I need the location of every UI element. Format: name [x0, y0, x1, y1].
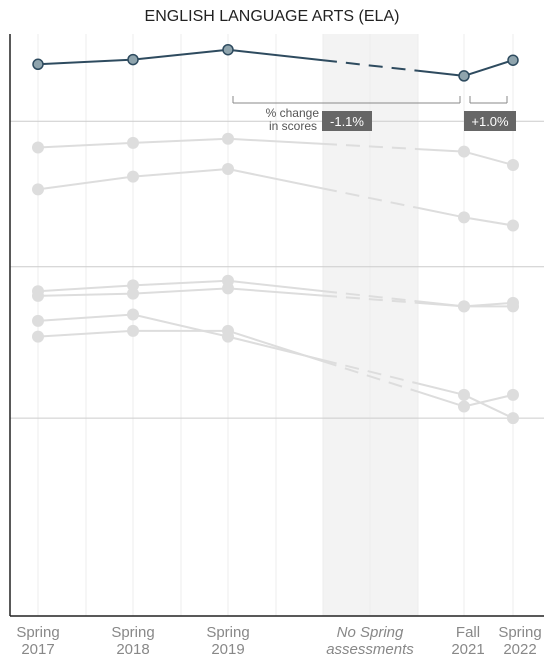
series-line	[463, 150, 514, 166]
data-point	[127, 136, 139, 149]
data-point	[458, 388, 470, 401]
data-point	[507, 158, 519, 171]
data-point	[222, 282, 234, 295]
data-point	[127, 170, 139, 183]
muted-series	[32, 282, 519, 313]
series-line	[417, 206, 465, 219]
x-tick-label: Spring	[206, 624, 249, 641]
data-point	[458, 70, 470, 82]
data-point	[127, 287, 139, 300]
series-line	[463, 59, 514, 77]
change-annotation-2019-2021: % change in scores -1.1%	[232, 96, 461, 133]
series-line	[417, 301, 465, 308]
data-point	[32, 183, 44, 196]
data-point	[507, 54, 519, 66]
muted-series	[32, 132, 519, 171]
highlight-series	[32, 43, 519, 82]
x-tick-label: Spring	[498, 624, 541, 641]
series-gap-dashed-line	[322, 187, 419, 209]
x-tick-label: 2022	[503, 641, 536, 658]
series-line	[227, 137, 324, 145]
series-gap-dashed-line	[322, 59, 419, 72]
x-tick-label: Spring	[16, 624, 59, 641]
data-point	[32, 141, 44, 154]
x-tick-label: Fall	[456, 624, 480, 641]
data-point	[458, 145, 470, 158]
data-point	[32, 58, 44, 71]
data-point	[507, 412, 519, 425]
change-badge-value: -1.1%	[330, 114, 364, 129]
annotation-label-line: in scores	[269, 119, 317, 133]
chart-title: ENGLISH LANGUAGE ARTS (ELA)	[145, 8, 400, 25]
data-point	[222, 132, 234, 145]
series-line	[417, 382, 465, 396]
data-point	[32, 330, 44, 343]
series-gap-dashed-line	[322, 360, 419, 393]
series-line	[463, 216, 514, 227]
series-gap-dashed-line	[322, 142, 419, 151]
data-point	[127, 53, 139, 66]
x-tick-label: 2018	[116, 641, 149, 658]
data-point	[127, 308, 139, 321]
x-tick-label: No Spring	[337, 624, 404, 641]
data-point	[127, 324, 139, 337]
muted-series	[32, 308, 519, 425]
annotation-label: % change in scores	[266, 106, 320, 133]
series-line	[463, 393, 514, 420]
x-tick-label: 2021	[451, 641, 484, 658]
data-point	[458, 300, 470, 313]
series-line	[227, 329, 324, 363]
data-point	[507, 300, 519, 313]
series-line	[227, 48, 324, 62]
series-gap-dashed-line	[322, 290, 419, 303]
data-point	[458, 211, 470, 224]
change-badge	[322, 111, 372, 131]
data-point	[222, 43, 234, 56]
series-gap-dashed-line	[322, 294, 419, 304]
data-point	[222, 324, 234, 337]
data-point	[32, 314, 44, 327]
series-line	[227, 168, 324, 190]
series-line	[417, 148, 465, 153]
x-tick-label: Spring	[111, 624, 154, 641]
plot-area: % change in scores -1.1% +1.0%Spring2017Spr…	[9, 34, 544, 658]
series-line	[227, 279, 324, 293]
data-point	[32, 289, 44, 302]
muted-series	[32, 324, 519, 413]
x-tick-label: 2017	[21, 641, 54, 658]
series-line	[463, 393, 514, 408]
muted-series	[32, 163, 519, 232]
data-point	[458, 400, 470, 413]
change-badge	[464, 111, 516, 131]
series-line	[227, 287, 324, 297]
change-badge-value: +1.0%	[471, 114, 509, 129]
series-line	[417, 69, 465, 77]
annotation-label-line: % change	[266, 106, 320, 120]
data-point	[222, 163, 234, 176]
series-line	[417, 390, 465, 408]
x-tick-label: 2019	[211, 641, 244, 658]
series-gap-dashed-line	[322, 359, 419, 385]
change-annotation-2021-2022: +1.0%	[464, 96, 516, 131]
data-point	[507, 219, 519, 232]
x-tick-label: assessments	[326, 641, 414, 658]
data-point	[507, 388, 519, 401]
